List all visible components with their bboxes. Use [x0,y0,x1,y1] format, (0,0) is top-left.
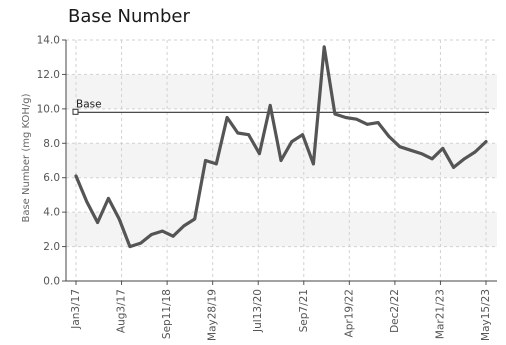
x-tick-label: May15/23 [480,289,492,341]
data-point [365,122,369,126]
data-point [452,165,456,169]
data-point [290,140,294,143]
y-tick-label: 8.0 [43,138,60,150]
y-tick-label: 4.0 [43,207,60,219]
x-tick-label: May28/19 [207,289,219,341]
y-axis-ticks: 0.0 2.0 4.0 6.0 8.0 10.0 12.0 14.0 [37,35,60,288]
data-point [279,159,283,162]
data-point [344,116,348,119]
data-point [139,241,143,245]
data-point [150,233,153,236]
data-point [301,133,304,137]
data-point [322,45,326,49]
data-point [258,152,261,156]
y-tick-label: 6.0 [43,172,60,184]
x-axis-ticks: Jan3/17 Aug3/17 Sep11/18 May28/19 Jul13/20 Se… [70,289,492,341]
data-point [376,121,380,125]
data-point [182,224,186,228]
y-tick-label: 10.0 [37,103,60,115]
x-tick-label: Dec2/22 [389,289,401,333]
data-point [106,196,110,200]
data-point [128,245,132,248]
data-point [85,200,89,204]
background-band [66,212,497,247]
data-point [355,117,358,121]
x-tick-label: Sep7/21 [298,289,310,332]
grid-lines [66,39,497,282]
y-tick-label: 12.0 [37,69,60,81]
y-axis-label: Base Number (mg KOH/g) [21,93,32,222]
reference-line-label: Base [76,98,102,110]
data-point [204,159,207,162]
data-point [225,116,229,119]
data-point [430,157,434,161]
axes [62,39,497,285]
reference-line-group: Base [72,98,489,115]
data-point [236,131,240,135]
data-point [193,217,197,221]
chart-title: Base Number [68,6,190,27]
data-point [441,147,445,150]
data-point [268,104,272,107]
data-point [74,174,78,178]
data-point [463,157,466,161]
x-tick-label: Jan3/17 [70,289,82,330]
data-point [333,112,337,116]
data-point [311,162,315,166]
data-point [117,217,121,221]
x-tick-label: Jul13/20 [252,289,264,333]
data-point [171,234,175,238]
data-point [160,229,164,233]
series-line-group [74,45,488,249]
reference-marker [72,108,79,115]
y-tick-label: 2.0 [43,241,60,253]
data-point [387,135,391,138]
data-point [96,221,99,224]
x-tick-label: Sep11/18 [161,289,173,339]
data-point [419,152,423,156]
y-tick-label: 0.0 [43,276,60,288]
background-band [66,74,497,109]
x-tick-label: Apr19/22 [343,289,355,337]
x-tick-label: Aug3/17 [116,289,128,333]
y-tick-label: 14.0 [37,35,60,47]
data-point [247,133,251,137]
data-point [398,145,402,149]
x-tick-label: Mar21/23 [434,289,446,339]
data-point [484,140,488,143]
data-point [409,148,412,152]
data-point [473,150,477,154]
data-point [214,162,218,166]
